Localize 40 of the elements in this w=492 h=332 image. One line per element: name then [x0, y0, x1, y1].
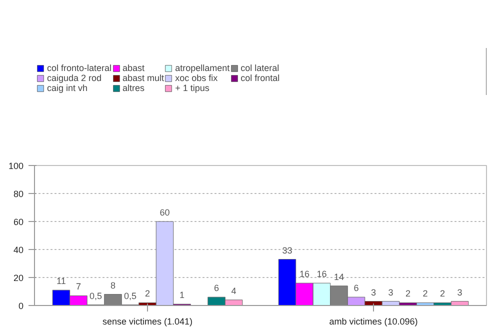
data-label: 1: [180, 290, 185, 300]
data-label: 3: [370, 287, 376, 298]
legend-label: col lateral: [240, 63, 280, 73]
legend-label: caig int vh: [47, 83, 88, 93]
x-tick-label: amb victimes (10.096): [329, 316, 418, 326]
data-label: 16: [316, 269, 327, 280]
data-label: 60: [160, 208, 170, 218]
data-label: 3: [457, 287, 462, 298]
legend-label: xoc obs fix: [175, 73, 218, 83]
data-label: 11: [56, 276, 66, 286]
y-tick-label: 60: [13, 217, 24, 227]
legend-label: col fronto-lateral: [47, 63, 112, 73]
legend-label: altres: [122, 83, 145, 93]
data-label: 6: [214, 283, 220, 294]
legend-label: col frontal: [240, 73, 280, 83]
data-label: 2: [144, 288, 150, 299]
y-tick-label: 0: [18, 301, 24, 311]
data-label: 0,5: [124, 290, 136, 301]
y-tick-label: 40: [13, 245, 24, 255]
data-label: 2: [440, 288, 446, 299]
data-label: 14: [334, 272, 344, 282]
data-label: 16: [299, 269, 310, 280]
data-label: 33: [282, 245, 292, 256]
data-label: 0,5: [89, 290, 102, 301]
y-tick-label: 20: [13, 273, 24, 283]
data-label: 3: [388, 287, 394, 298]
data-label: 2: [422, 288, 428, 299]
data-label: 8: [110, 280, 116, 290]
legend-label: atropellament: [175, 63, 230, 73]
data-label: 4: [231, 286, 236, 296]
data-label: 2: [406, 288, 411, 299]
y-tick-label: 80: [13, 189, 24, 199]
y-tick-label: 100: [8, 161, 24, 171]
x-tick-label: sense victimes (1.041): [102, 316, 193, 326]
legend-label: abast mult: [122, 73, 164, 83]
legend-label: abast: [122, 63, 145, 73]
legend-label: + 1 tipus: [175, 83, 210, 93]
data-label: 6: [354, 283, 359, 294]
legend-label: caiguda 2 rod: [47, 73, 102, 83]
data-label: 7: [76, 282, 81, 292]
